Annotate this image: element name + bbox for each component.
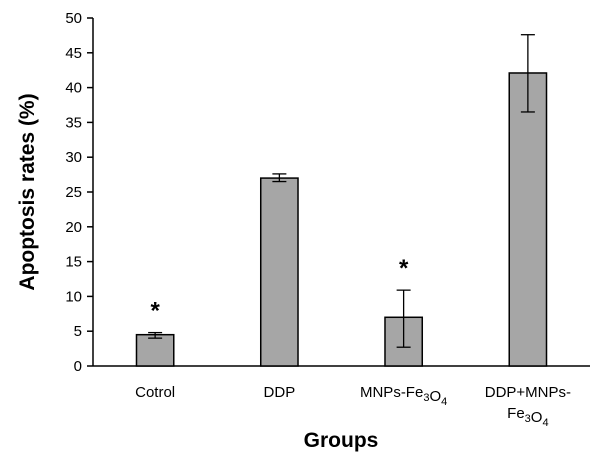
y-tick-label: 0 <box>74 358 82 375</box>
y-tick-label: 35 <box>65 114 82 131</box>
significance-marker: * <box>150 298 160 325</box>
significance-marker: * <box>399 255 409 282</box>
bar-group <box>259 173 299 367</box>
error-bar <box>396 289 411 348</box>
y-tick-label: 5 <box>74 323 82 340</box>
y-tick-label: 30 <box>65 149 82 166</box>
y-tick-label: 40 <box>65 80 82 97</box>
category-label: Fe3O4 <box>507 405 548 429</box>
bar <box>259 177 299 367</box>
category-label: DDP+MNPs- <box>485 384 571 401</box>
y-axis: 0 5 10 15 20 25 30 35 40 45 50 <box>65 10 94 375</box>
y-axis-title: Apoptosis rates (%) <box>16 93 39 290</box>
y-tick-label: 10 <box>65 288 82 305</box>
y-tick-label: 20 <box>65 219 82 236</box>
error-bar <box>520 34 535 113</box>
category-label: Cotrol <box>135 384 175 401</box>
category-label: MNPs-Fe3O4 <box>360 384 447 408</box>
category-label: DDP <box>264 384 296 401</box>
y-tick-label: 25 <box>65 184 82 201</box>
y-tick-label: 50 <box>65 10 82 27</box>
y-tick-label: 15 <box>65 254 82 271</box>
bar <box>135 333 175 367</box>
y-ticks: 0 5 10 15 20 25 30 35 40 45 50 <box>65 10 93 375</box>
y-tick-label: 45 <box>65 45 82 62</box>
bar-group <box>508 34 548 367</box>
category-labels: Cotrol DDP MNPs-Fe3O4 DDP+MNPs- Fe3O4 <box>135 384 571 429</box>
bar-group: * <box>135 298 175 367</box>
bars: ** <box>135 34 548 367</box>
bar <box>508 72 548 367</box>
x-axis-title: Groups <box>304 429 379 452</box>
error-bar <box>148 331 163 339</box>
error-bar <box>272 173 287 183</box>
bar-group: * <box>384 255 424 367</box>
